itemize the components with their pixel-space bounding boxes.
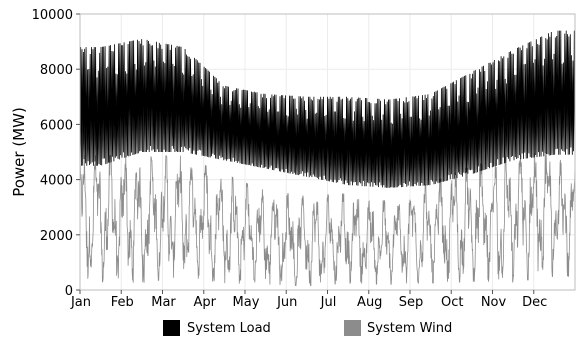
x-tick-label-9: Oct bbox=[441, 295, 463, 310]
x-tick-label-4: May bbox=[233, 295, 260, 310]
y-tick-label-4: 8000 bbox=[40, 63, 73, 78]
legend-swatch-wind bbox=[344, 320, 361, 336]
x-axis-ticks: Jan Feb Mar Apr May Jun Jul Aug Sep Oct Nov Dec bbox=[70, 290, 547, 310]
x-tick-label-6: Jul bbox=[320, 295, 337, 310]
load-series-layer bbox=[79, 30, 576, 188]
legend: System Load System Wind bbox=[163, 320, 452, 336]
x-tick-label-3: Apr bbox=[194, 295, 217, 310]
y-tick-label-5: 10000 bbox=[32, 8, 73, 23]
x-tick-label-10: Nov bbox=[481, 295, 507, 310]
x-tick-label-2: Mar bbox=[151, 295, 176, 310]
legend-label-load: System Load bbox=[187, 321, 271, 336]
x-tick-label-0: Jan bbox=[70, 295, 91, 310]
y-tick-label-2: 4000 bbox=[40, 174, 73, 189]
x-tick-label-7: Aug bbox=[357, 295, 382, 310]
legend-label-wind: System Wind bbox=[367, 321, 452, 336]
x-tick-label-11: Dec bbox=[522, 295, 547, 310]
x-tick-label-1: Feb bbox=[111, 295, 134, 310]
series-line-wind bbox=[79, 152, 576, 287]
y-axis-ticks: 0 2000 4000 6000 8000 10000 bbox=[32, 8, 80, 299]
y-tick-label-0: 0 bbox=[65, 284, 73, 299]
wind-series-layer bbox=[79, 152, 576, 287]
y-tick-label-1: 2000 bbox=[40, 229, 73, 244]
series-line-load bbox=[79, 30, 576, 188]
y-axis-title: Power (MW) bbox=[10, 107, 28, 197]
x-tick-label-5: Jun bbox=[276, 295, 297, 310]
legend-swatch-load bbox=[163, 320, 180, 336]
x-tick-label-8: Sep bbox=[399, 295, 424, 310]
y-tick-label-3: 6000 bbox=[40, 118, 73, 133]
